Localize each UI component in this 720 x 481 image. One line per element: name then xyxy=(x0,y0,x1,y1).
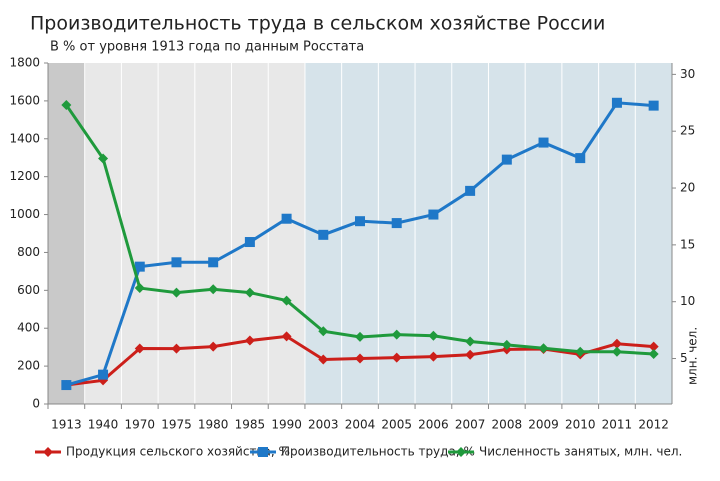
data-point xyxy=(355,331,365,342)
x-tick-label: 1913 xyxy=(51,418,82,432)
x-tick-label: 2008 xyxy=(492,418,523,432)
data-point xyxy=(244,335,255,346)
data-point xyxy=(428,209,439,220)
x-tick-label: 2006 xyxy=(418,418,449,432)
y-tick-label: 1000 xyxy=(9,207,40,221)
y2-axis-label: млн. чел. xyxy=(686,327,700,385)
x-tick-label: 1985 xyxy=(235,418,266,432)
legend-label: Численность занятых, млн. чел. xyxy=(479,445,682,459)
data-point xyxy=(281,213,292,224)
legend-label: Производительность труда, % xyxy=(281,445,475,459)
data-point xyxy=(171,287,182,298)
data-point xyxy=(575,153,586,164)
data-point xyxy=(171,257,182,268)
data-point xyxy=(134,343,145,354)
data-point xyxy=(611,346,622,357)
data-point xyxy=(355,216,365,227)
data-point xyxy=(501,339,512,350)
data-point xyxy=(208,257,219,268)
data-point xyxy=(281,295,292,306)
y2-tick-label: 30 xyxy=(680,67,695,81)
y-tick-label: 0 xyxy=(32,397,40,411)
data-point xyxy=(501,154,512,165)
chart-title: Производительность труда в сельском хозя… xyxy=(30,13,605,35)
data-point xyxy=(575,346,586,357)
data-point xyxy=(318,354,329,365)
data-point xyxy=(134,283,145,294)
data-point xyxy=(611,338,622,349)
x-tick-label: 2012 xyxy=(638,418,669,432)
data-point xyxy=(98,369,109,380)
data-point xyxy=(538,137,549,148)
data-point xyxy=(318,326,329,337)
data-point xyxy=(465,336,476,347)
y-tick-label: 1200 xyxy=(9,169,40,183)
data-point xyxy=(355,353,365,364)
data-point xyxy=(465,185,476,196)
y2-tick-label: 10 xyxy=(680,294,695,308)
data-point xyxy=(318,229,329,240)
x-tick-label: 2007 xyxy=(455,418,486,432)
y-tick-label: 1400 xyxy=(9,131,40,145)
x-tick-label: 1940 xyxy=(88,418,119,432)
x-tick-label: 2009 xyxy=(528,418,559,432)
x-tick-label: 2011 xyxy=(602,418,633,432)
y-tick-label: 1600 xyxy=(9,93,40,107)
data-point xyxy=(648,348,659,359)
y-tick-label: 600 xyxy=(17,283,40,297)
data-point xyxy=(538,343,549,354)
data-point xyxy=(171,343,182,354)
data-point xyxy=(134,261,145,272)
data-point xyxy=(61,380,72,391)
y2-tick-label: 25 xyxy=(680,124,695,138)
data-point xyxy=(98,153,109,164)
data-point xyxy=(244,237,255,248)
data-point xyxy=(281,331,292,342)
data-point xyxy=(611,97,622,108)
data-point xyxy=(465,349,476,360)
y-tick-label: 200 xyxy=(17,359,40,373)
data-point xyxy=(391,352,402,363)
y2-tick-label: 5 xyxy=(680,351,688,365)
y2-tick-label: 20 xyxy=(680,181,695,195)
legend-marker xyxy=(456,447,466,457)
x-tick-label: 1990 xyxy=(271,418,302,432)
data-point xyxy=(648,341,659,352)
y-tick-label: 800 xyxy=(17,245,40,259)
data-point xyxy=(61,100,72,111)
x-tick-label: 2003 xyxy=(308,418,339,432)
data-point xyxy=(244,287,255,298)
x-tick-label: 2005 xyxy=(381,418,412,432)
legend-marker xyxy=(258,447,268,457)
x-tick-label: 1970 xyxy=(124,418,155,432)
y2-tick-label: 15 xyxy=(680,237,695,251)
x-tick-label: 1980 xyxy=(198,418,229,432)
chart-subtitle: В % от уровня 1913 года по данным Росста… xyxy=(50,40,364,55)
data-point xyxy=(208,341,219,352)
data-point xyxy=(648,100,659,111)
y-tick-label: 1800 xyxy=(9,56,40,70)
data-point xyxy=(428,351,439,362)
data-point xyxy=(208,284,219,295)
band-shade xyxy=(48,63,85,404)
legend-marker xyxy=(43,447,53,457)
x-tick-label: 2010 xyxy=(565,418,596,432)
data-point xyxy=(391,218,402,229)
x-tick-label: 2004 xyxy=(345,418,376,432)
data-point xyxy=(428,330,439,341)
legend-label: Продукция сельского хозяйства, % xyxy=(66,445,290,459)
data-point xyxy=(391,329,402,340)
y-tick-label: 400 xyxy=(17,321,40,335)
x-tick-label: 1975 xyxy=(161,418,192,432)
